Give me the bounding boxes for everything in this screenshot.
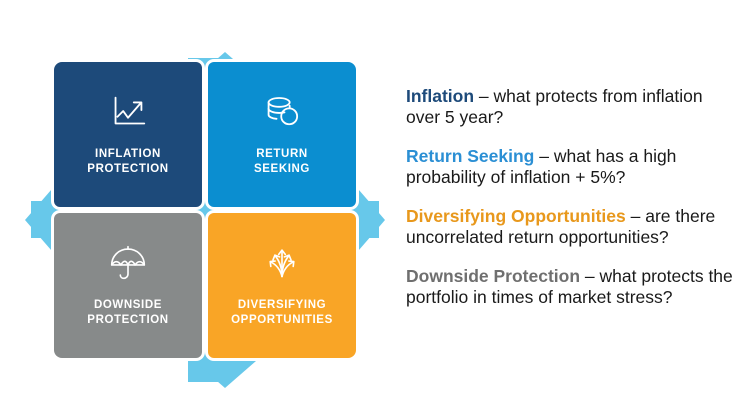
term-downside-protection-description: – what protects the portfolio in times o… (406, 266, 733, 308)
quadrant-grid: INFLATION PROTECTION RETURN SEEKING (54, 62, 356, 358)
description-list: Inflation – what protects from inflation… (406, 68, 736, 309)
term-diversifying-opportunities: Diversifying Opportunities (406, 205, 626, 226)
description-item-inflation: Inflation – what protects from inflation… (406, 86, 736, 129)
term-inflation: Inflation (406, 85, 475, 106)
description-item-return-seeking: Return Seeking – what has a high probabi… (406, 146, 736, 189)
coins-stack-icon (259, 89, 305, 135)
arrow-left-icon (25, 182, 58, 258)
term-downside-protection: Downside Protection (406, 266, 581, 287)
term-return-seeking: Return Seeking (406, 145, 535, 166)
arrow-down-icon (186, 354, 264, 388)
quadrant-downside-protection[interactable]: DOWNSIDE PROTECTION (54, 213, 202, 358)
description-item-diversifying-opportunities: Diversifying Opportunities – are there u… (406, 206, 736, 249)
description-item-downside-protection: Downside Protection – what protects the … (406, 266, 736, 309)
quadrant-label: DIVERSIFYING OPPORTUNITIES (231, 299, 333, 326)
umbrella-icon (105, 240, 151, 286)
quadrant-return-seeking[interactable]: RETURN SEEKING (208, 62, 356, 207)
quadrant-label: RETURN SEEKING (254, 148, 310, 175)
quadrant-diagram: INFLATION PROTECTION RETURN SEEKING (25, 50, 385, 390)
quadrant-diversifying-opportunities[interactable]: DIVERSIFYING OPPORTUNITIES (208, 213, 356, 358)
arrow-right-icon (352, 182, 385, 258)
quadrant-inflation-protection[interactable]: INFLATION PROTECTION (54, 62, 202, 207)
quadrant-label: INFLATION PROTECTION (87, 148, 169, 175)
term-diversifying-opportunities-description: – are there uncorrelated return opportun… (406, 205, 716, 248)
term-return-seeking-description: – what has a high probability of inflati… (406, 145, 677, 188)
quadrant-label: DOWNSIDE PROTECTION (87, 299, 169, 326)
diverging-arrows-icon (259, 240, 305, 286)
term-inflation-description: – what protects from inflation over 5 ye… (406, 85, 703, 127)
line-chart-up-icon (105, 89, 151, 135)
